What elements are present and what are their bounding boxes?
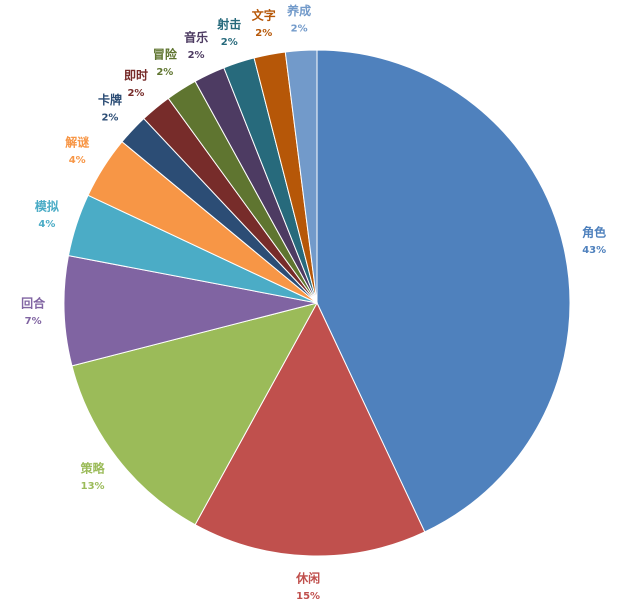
pie-slice bbox=[71, 302, 318, 526]
value-label: 2% bbox=[221, 37, 238, 48]
value-label: 2% bbox=[156, 67, 173, 78]
pie-slice bbox=[316, 49, 571, 533]
value-label: 7% bbox=[25, 316, 42, 327]
slice-label: 休闲 bbox=[295, 570, 320, 585]
slice-label: 冒险 bbox=[153, 47, 178, 62]
value-label: 15% bbox=[296, 591, 320, 602]
value-label: 4% bbox=[69, 155, 86, 166]
pie-slice bbox=[284, 49, 318, 304]
slice-label: 音乐 bbox=[184, 30, 208, 45]
value-label: 43% bbox=[582, 245, 606, 256]
value-label: 2% bbox=[188, 50, 205, 61]
pie-slice bbox=[63, 255, 318, 367]
slice-label: 射击 bbox=[216, 16, 241, 31]
value-label: 2% bbox=[255, 28, 272, 39]
slice-label: 回合 bbox=[21, 295, 46, 310]
value-label: 4% bbox=[38, 219, 55, 230]
value-label: 2% bbox=[291, 24, 308, 35]
pie-slice bbox=[194, 301, 426, 557]
slice-label: 策略 bbox=[81, 461, 106, 476]
slice-label: 角色 bbox=[582, 225, 606, 240]
slice-label: 解谜 bbox=[65, 134, 90, 149]
slice-label: 即时 bbox=[124, 68, 148, 83]
slice-label: 养成 bbox=[286, 3, 311, 18]
slice-label: 文字 bbox=[252, 8, 276, 23]
slice-label: 模拟 bbox=[35, 199, 59, 214]
value-label: 2% bbox=[127, 88, 144, 99]
value-label: 13% bbox=[81, 481, 105, 492]
slice-label: 卡牌 bbox=[98, 92, 122, 107]
value-label: 2% bbox=[101, 113, 118, 124]
